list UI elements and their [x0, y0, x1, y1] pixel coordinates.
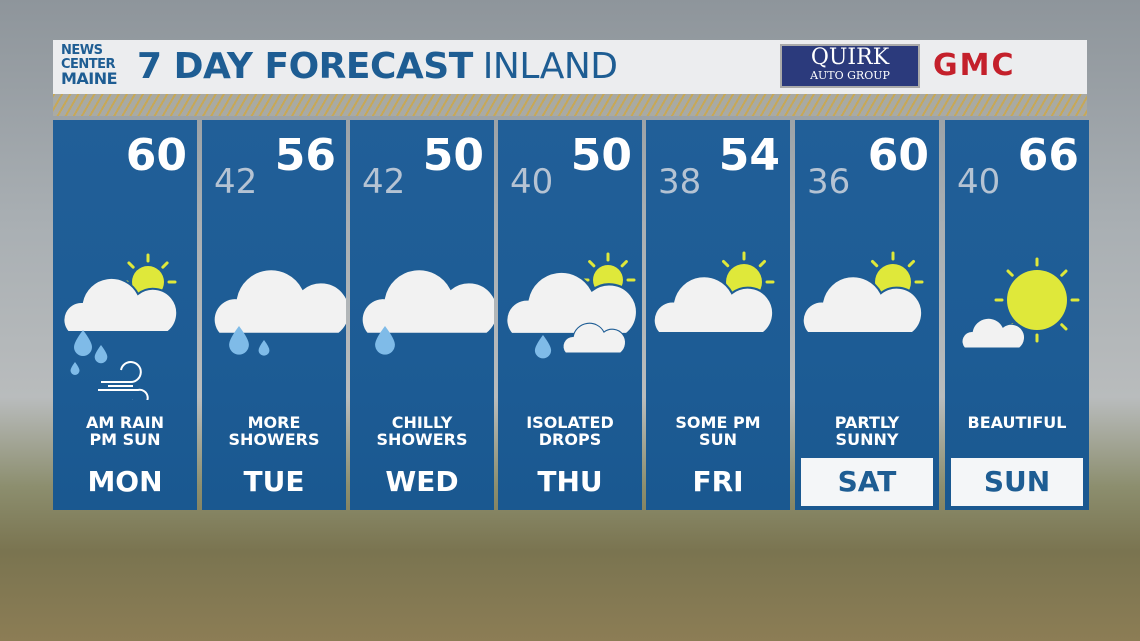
cloud-icon	[360, 267, 494, 336]
condition-text: PARTLY SUNNY	[834, 413, 900, 449]
low-temp: 42	[362, 162, 406, 202]
day-label: WED	[385, 465, 459, 498]
low-temp: 40	[510, 162, 554, 202]
cloud-icon	[212, 267, 346, 336]
low-temp: 40	[957, 162, 1001, 202]
wind-icon	[98, 361, 149, 400]
news-center-maine-logo: NEWS CENTER MAINE	[61, 43, 118, 88]
day-label: THU	[537, 465, 603, 498]
low-temp: 36	[807, 162, 851, 202]
high-temp: 60	[867, 130, 929, 181]
high-temp: 54	[718, 130, 780, 181]
cloud-icon	[62, 276, 179, 333]
high-temp: 50	[422, 130, 484, 181]
day-label: SAT	[801, 458, 933, 506]
high-temp: 60	[125, 130, 187, 181]
sun-clouds-drop-icon	[505, 252, 639, 359]
header-bar: NEWS CENTER MAINE 7 DAY FORECAST INLAND QUI…	[53, 40, 1087, 94]
condition-text: MORE SHOWERS	[228, 413, 320, 449]
cloud-icon	[801, 275, 924, 335]
raindrop-icon	[94, 345, 108, 364]
high-temp: 50	[570, 130, 632, 181]
day-label: FRI	[692, 465, 744, 498]
gmc-logo: GMC	[933, 48, 1016, 83]
cloud-icon	[505, 270, 639, 336]
region-subtitle: INLAND	[482, 46, 618, 87]
mostly-sunny-icon	[961, 257, 1080, 349]
cloud-drop-icon	[360, 267, 494, 355]
forecast-day-thu: 40 50 ISOLATED DROPS THU	[498, 120, 642, 510]
raindrop-icon	[74, 330, 92, 356]
forecast-day-mon: 60 AM RAIN PM SUN MON	[53, 120, 197, 510]
raindrop-icon	[229, 326, 249, 355]
condition-text: SOME PM SUN	[675, 413, 761, 449]
raindrop-icon	[70, 362, 80, 375]
day-label: MON	[87, 465, 163, 498]
condition-text: CHILLY SHOWERS	[376, 413, 468, 449]
partly-cloudy-icon	[801, 251, 924, 335]
raindrop-icon	[534, 335, 552, 359]
high-temp: 66	[1017, 130, 1079, 181]
high-temp: 56	[274, 130, 336, 181]
day-label: SUN	[951, 458, 1083, 506]
day-label: TUE	[243, 465, 305, 498]
cloud-icon	[652, 275, 775, 335]
forecast-day-tue: 42 56 MORE SHOWERS TUE	[202, 120, 346, 510]
forecast-day-sat: 36 60 PARTLY SUNNY SAT	[795, 120, 939, 510]
forecast-day-sun: 40 66 BEAUTIFUL SUN	[945, 120, 1089, 510]
forecast-day-wed: 42 50 CHILLY SHOWERS WED	[350, 120, 494, 510]
sun-icon	[994, 257, 1080, 343]
low-temp: 42	[214, 162, 258, 202]
page-title: 7 DAY FORECAST INLAND	[137, 46, 618, 87]
raindrop-icon	[258, 340, 270, 356]
cloud-icon	[562, 322, 627, 354]
rain-sun-wind-icon	[62, 253, 179, 400]
quirk-sponsor-logo: QUIRK AUTO GROUP	[780, 44, 920, 88]
decorative-stripe	[53, 94, 1087, 116]
low-temp: 38	[658, 162, 702, 202]
forecast-day-fri: 38 54 SOME PM SUN FRI	[646, 120, 790, 510]
condition-text: ISOLATED DROPS	[526, 413, 614, 449]
cloud-rain-icon	[212, 267, 346, 356]
condition-text: AM RAIN PM SUN	[86, 413, 164, 449]
condition-text: BEAUTIFUL	[967, 413, 1067, 432]
raindrop-icon	[375, 326, 395, 355]
partly-cloudy-icon	[652, 251, 775, 335]
cloud-icon	[961, 317, 1026, 349]
